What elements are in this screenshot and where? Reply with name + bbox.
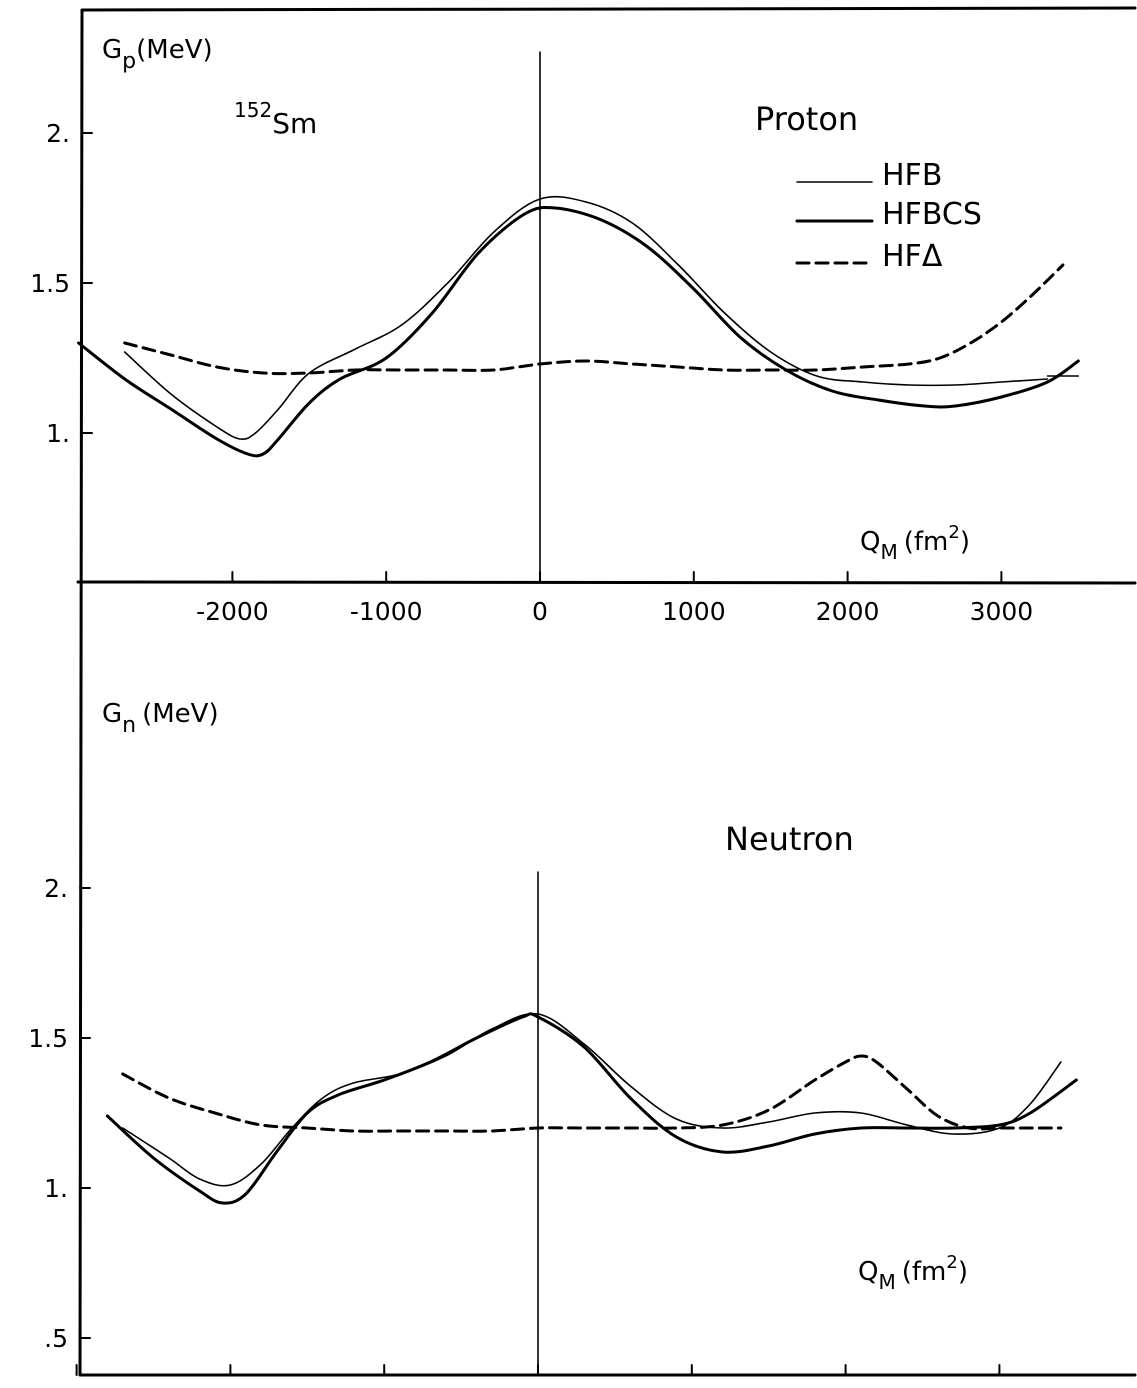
proton-x-axis-label: QM (fm2)	[860, 522, 970, 564]
legend: HFB HFBCS HFΔ	[795, 158, 982, 274]
proton-panel-title: Proton	[755, 100, 858, 138]
proton-x-tick-label-0: 0	[532, 597, 548, 626]
neutron-y-axis-label: Gn (MeV)	[102, 699, 219, 738]
proton-x-tick-label-1000: -1000	[350, 597, 423, 626]
proton-y-tick-label-1-5: 1.5	[30, 269, 70, 298]
proton-series	[77, 51, 1080, 583]
legend-hfb-label: HFB	[882, 158, 942, 193]
proton-panel: -2000 -1000 0 1000 2000 3000 1.1.52. Gp(MeV) …	[30, 35, 1080, 626]
proton-series-hfbcs	[77, 205, 1080, 458]
nucleus-label: 152Sm	[234, 98, 317, 140]
neutron-series-hfd	[121, 1054, 1063, 1133]
neutron-panel-title: Neutron	[725, 820, 854, 858]
panel-separator-axis	[76, 580, 1137, 585]
neutron-y-tick-label-1: 1.	[44, 1174, 68, 1203]
neutron-series-hfbcs	[105, 1012, 1078, 1205]
neutron-y-tick-label-0-5: .5	[44, 1324, 68, 1353]
frame-border	[78, 6, 1137, 1377]
proton-series-hfd	[123, 263, 1065, 376]
proton-x-tick-label-2000: -2000	[196, 597, 269, 626]
neutron-y-ticks: .5 1. 1.5 2.	[28, 874, 91, 1353]
neutron-y-tick-label-2: 2.	[44, 874, 68, 903]
proton-x-tick-label-3000: 3000	[970, 597, 1034, 626]
proton-y-axis-label: Gp(MeV)	[102, 35, 213, 74]
legend-hfd-label: HFΔ	[882, 239, 943, 274]
proton-y-tick-label-1: 1.	[46, 419, 70, 448]
proton-x-ticks: -2000 -1000 0 1000 2000 3000	[196, 571, 1034, 626]
proton-x-tick-label-2000: 2000	[816, 597, 880, 626]
neutron-series-hfb	[121, 1012, 1062, 1187]
proton-y-tick-label-2: 2.	[46, 119, 70, 148]
neutron-x-axis-label: QM (fm2)	[858, 1252, 968, 1294]
legend-hfbcs-label: HFBCS	[882, 197, 982, 232]
neutron-y-tick-label-1-5: 1.5	[28, 1024, 68, 1053]
proton-series-hfb	[123, 195, 1049, 441]
proton-x-tick-label-1000: 1000	[662, 597, 726, 626]
neutron-series	[105, 871, 1078, 1376]
proton-y-ticks: 1. 1.5 2.	[30, 119, 93, 448]
